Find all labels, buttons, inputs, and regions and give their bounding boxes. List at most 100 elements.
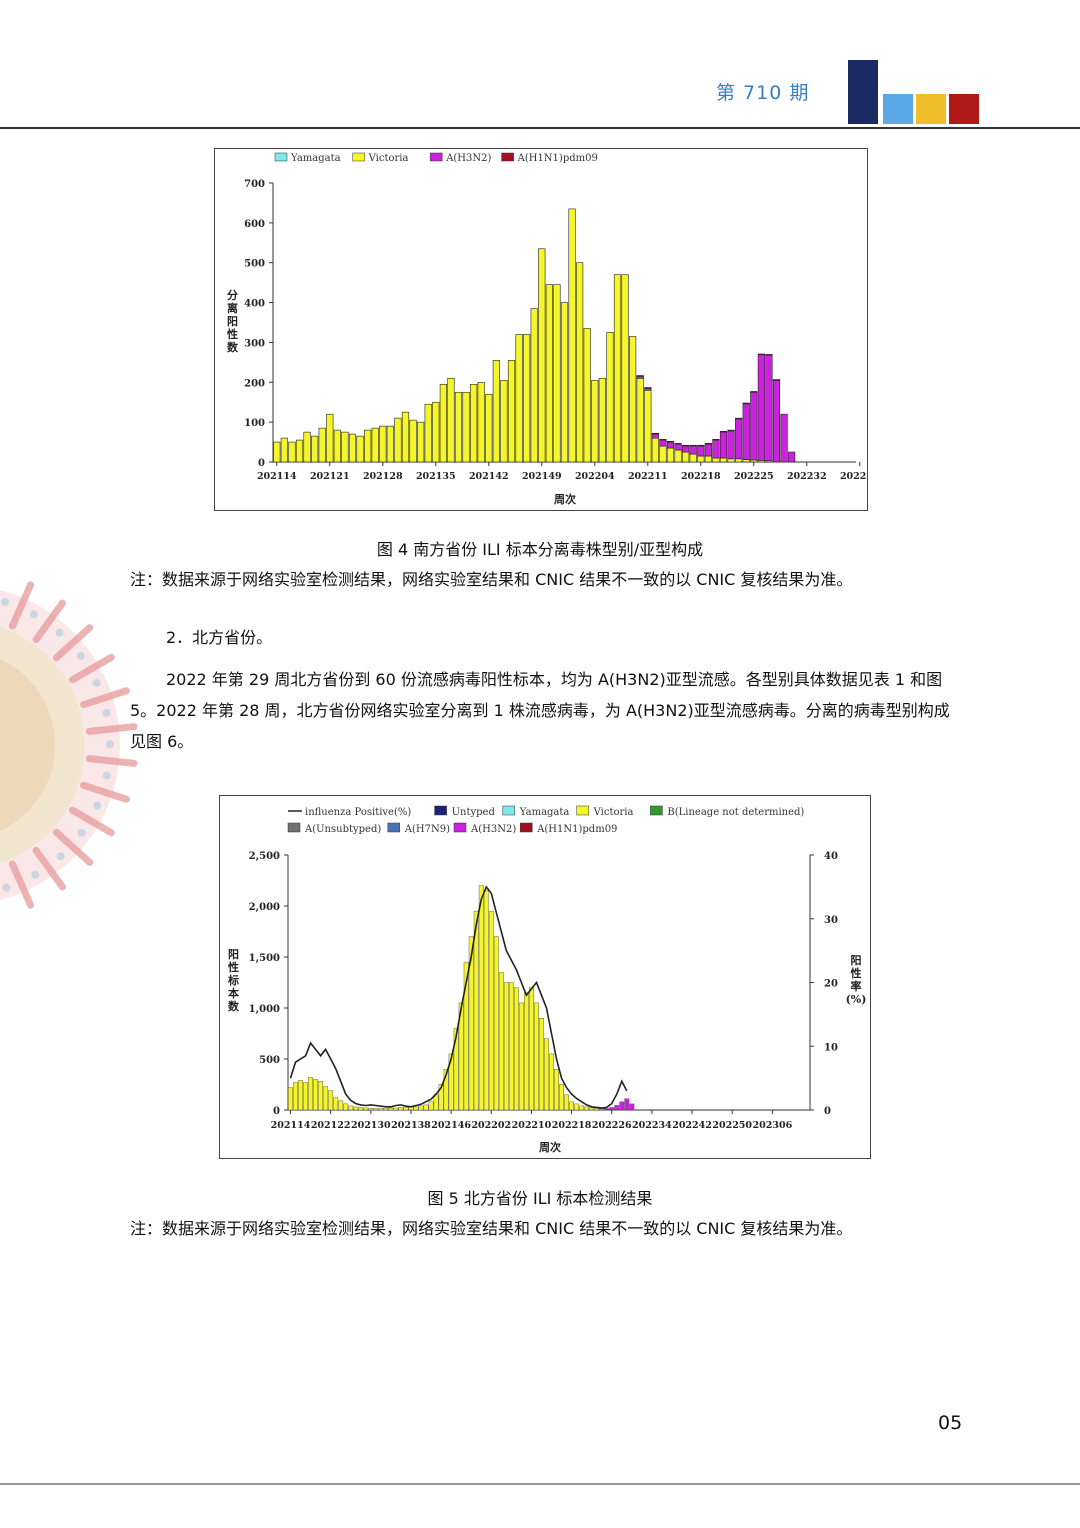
bar-victoria: [417, 421, 425, 463]
legend-swatch: [287, 822, 301, 833]
bar-ah3n2: [619, 1101, 625, 1111]
logo-block-yellow: [916, 94, 946, 124]
bar-victoria: [493, 936, 499, 1111]
bar-victoria: [343, 1103, 349, 1111]
bar-victoria: [338, 1100, 344, 1111]
bar-ah1n1pdm09: [659, 438, 667, 441]
bar-victoria: [453, 1028, 459, 1111]
bar-victoria: [508, 982, 514, 1111]
bar-victoria: [606, 332, 614, 463]
bar-victoria: [594, 1108, 600, 1111]
bar-victoria: [358, 1107, 364, 1111]
legend-swatch: [519, 822, 533, 833]
bar-victoria: [398, 1107, 404, 1111]
bar-ah1n1pdm09: [772, 379, 781, 381]
legend-swatch: [576, 805, 589, 816]
x-tick-label: 202234: [632, 1120, 672, 1131]
bar-victoria: [443, 1069, 449, 1111]
bar-victoria: [388, 1107, 394, 1111]
y-tick-label: 1,000: [249, 1004, 280, 1015]
bar-victoria: [462, 391, 470, 463]
y-axis-label-char: 分: [227, 288, 238, 302]
bar-victoria: [364, 429, 372, 463]
virus-spike: [8, 860, 35, 909]
bar-victoria: [439, 383, 447, 463]
virus-dot: [102, 771, 111, 780]
x-tick-label: 202114: [271, 1120, 311, 1131]
bar-ah1n1pdm09: [666, 440, 675, 443]
y-tick-label: 500: [259, 1055, 280, 1066]
y-axis-label-char: 本: [228, 986, 239, 1000]
legend-swatch: [434, 805, 447, 816]
bar-victoria: [538, 248, 546, 463]
legend-swatch: [501, 152, 514, 162]
bar-victoria: [423, 1104, 429, 1111]
bar-victoria: [507, 360, 516, 463]
bar-victoria: [529, 987, 534, 1111]
virus-spike: [68, 653, 115, 684]
bar-victoria: [323, 1086, 329, 1111]
y-axis-label-char: 阳: [228, 947, 239, 961]
bar-victoria: [394, 417, 402, 463]
bar-victoria: [311, 435, 319, 463]
bar-ah3n2: [712, 439, 720, 459]
virus-spike: [32, 846, 66, 891]
bar-victoria: [492, 360, 500, 463]
x-axis-label: 周次: [554, 492, 576, 506]
bar-ah3n2: [614, 1105, 620, 1110]
bar-victoria: [308, 1077, 313, 1111]
bar-ah3n2: [697, 445, 705, 457]
virus-spike: [85, 755, 138, 767]
bar-ah1n1pdm09: [644, 387, 652, 389]
bar-victoria: [280, 437, 288, 463]
bar-victoria: [413, 1106, 419, 1111]
section-heading: 2．北方省份。: [166, 628, 273, 647]
y-axis-label-char: 性: [228, 960, 239, 974]
bar-victoria: [293, 1082, 298, 1111]
virus-dot: [56, 852, 65, 861]
bar-victoria: [326, 413, 334, 463]
virus-dot: [55, 628, 64, 637]
x-tick-label: 202232: [787, 471, 827, 482]
bar-victoria: [534, 1002, 539, 1111]
bar-victoria: [379, 425, 387, 463]
bar-victoria: [409, 419, 417, 463]
bar-victoria: [518, 1002, 524, 1111]
legend-swatch: [387, 822, 401, 833]
y2-axis-label-char: 性: [851, 966, 862, 980]
legend-swatch: [352, 152, 365, 162]
bar-victoria: [712, 457, 720, 463]
x-tick-label: 202226: [592, 1120, 632, 1131]
bar-ah1n1pdm09: [750, 391, 758, 393]
bar-victoria: [644, 389, 652, 463]
logo-block-red: [949, 94, 979, 124]
y-tick-label: 700: [244, 179, 265, 190]
bar-victoria: [438, 1084, 444, 1111]
bar-victoria: [447, 378, 455, 463]
bar-victoria: [393, 1107, 399, 1111]
legend-label: Victoria: [593, 807, 634, 818]
x-tick-label: 202225: [734, 471, 774, 482]
section-paragraph: 2022 年第 29 周北方省份到 60 份流感病毒阳性标本，均为 A(H3N2…: [130, 670, 950, 751]
bar-victoria: [697, 455, 705, 463]
figure-5-svg: influenza Positive(%) Untyped Yamagata Vict…: [227, 805, 866, 1154]
bar-victoria: [483, 890, 489, 1111]
y-axis-label-char: 离: [227, 301, 238, 315]
y-axis-label-char: 标: [227, 973, 239, 987]
page-number: 05: [938, 1412, 963, 1434]
bar-victoria: [727, 458, 735, 463]
bar-ah1n1pdm09: [727, 429, 735, 432]
bar-victoria: [371, 427, 379, 463]
bar-victoria: [303, 1082, 308, 1111]
bar-ah1n1pdm09: [651, 433, 659, 435]
x-tick-label: 202128: [363, 471, 403, 482]
x-tick-label: 202202: [471, 1120, 511, 1131]
virus-spike: [85, 723, 138, 735]
virus-illustration: [0, 581, 138, 909]
bar-ah3n2: [666, 441, 675, 449]
bar-victoria: [735, 458, 743, 463]
bar-victoria: [288, 441, 296, 463]
figure-4-svg: Yamagata Victoria A(H3N2) A(H1N1)pdm09 0 100 2…: [227, 152, 986, 506]
bar-victoria: [584, 1106, 590, 1111]
bar-victoria: [544, 1038, 549, 1111]
